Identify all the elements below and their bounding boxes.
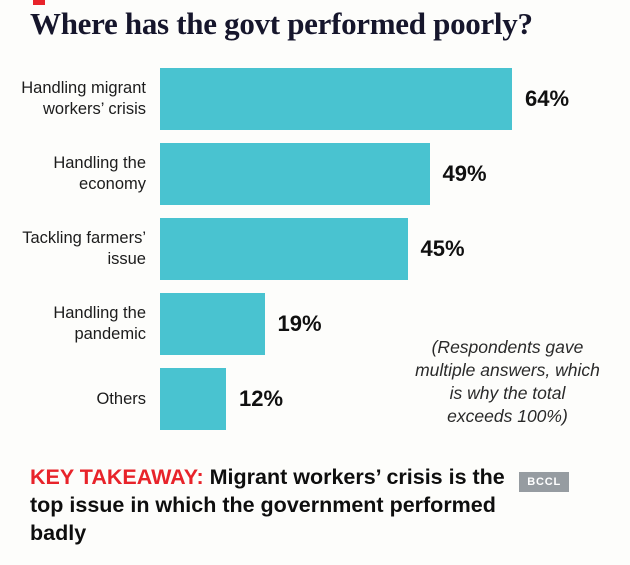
bar <box>160 218 408 280</box>
key-takeaway: KEY TAKEAWAY: Migrant workers’ crisis is… <box>30 464 535 548</box>
key-takeaway-label: KEY TAKEAWAY: <box>30 465 204 489</box>
bar-row: Handling the economy 49% <box>0 143 630 205</box>
bar <box>160 368 226 430</box>
bar <box>160 143 430 205</box>
bar-chart: Handling migrant workers’ crisis 64% Handl… <box>0 68 630 443</box>
bar-row: Handling migrant workers’ crisis 64% <box>0 68 630 130</box>
bar-value-label: 19% <box>277 311 322 336</box>
bar <box>160 293 265 355</box>
bar-row: Tackling farmers’ issue 45% <box>0 218 630 280</box>
bar-category-label: Others <box>96 389 146 408</box>
bar-row: Handling the pandemic 19% <box>0 293 630 355</box>
methodology-note: (Respondents gave multiple answers, whic… <box>415 337 600 427</box>
bar-value-label: 64% <box>525 86 570 111</box>
bccl-watermark: BCCL <box>519 472 569 492</box>
bar-value-label: 12% <box>239 386 284 411</box>
bar <box>160 68 512 130</box>
bar-value-label: 49% <box>442 161 487 186</box>
bar-category-label: Handling migrant workers’ crisis <box>21 79 146 118</box>
bar-category-label: Handling the pandemic <box>53 304 146 343</box>
bar-category-label: Tackling farmers’ issue <box>22 229 146 268</box>
key-takeaway-text: Migrant workers’ crisis is the top issue… <box>30 465 505 545</box>
bar-category-label: Handling the economy <box>53 154 146 193</box>
bar-value-label: 45% <box>420 236 465 261</box>
accent-mark <box>33 0 45 5</box>
chart-title: Where has the govt performed poorly? <box>30 6 533 41</box>
bar-row: Others 12% <box>0 368 630 430</box>
